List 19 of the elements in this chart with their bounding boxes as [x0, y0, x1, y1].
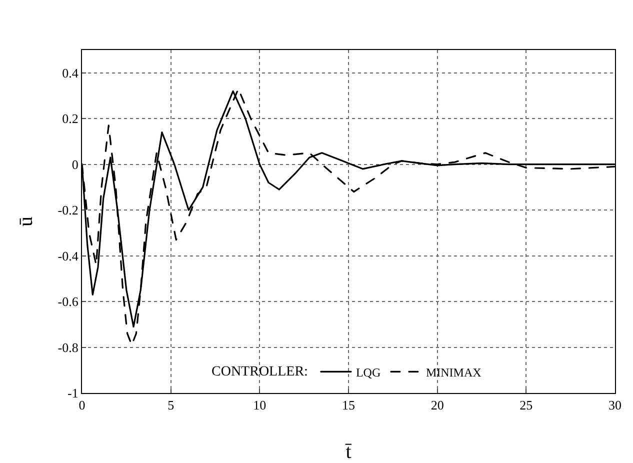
x-tick-label: 5	[168, 398, 174, 413]
y-tick-label: 0	[72, 156, 78, 172]
y-tick-label: -0.8	[58, 340, 78, 355]
y-tick-label: 0.2	[62, 111, 78, 126]
x-tick-label: 25	[520, 398, 533, 413]
y-tick-label: -0.2	[58, 202, 78, 218]
legend-label: MINIMAX	[426, 365, 482, 380]
y-tick-label: -1	[68, 386, 78, 401]
y-tick-label: 0.4	[62, 65, 79, 80]
y-axis-title: ū	[15, 216, 37, 226]
legend-title: CONTROLLER:	[212, 364, 308, 380]
x-tick-label: 30	[608, 398, 622, 413]
x-tick-label: 15	[342, 398, 355, 413]
y-tick-label: -0.6	[58, 294, 79, 310]
legend-label: LQG	[356, 365, 381, 380]
x-tick-label: 10	[253, 398, 266, 413]
x-axis-title: t̄	[344, 441, 352, 463]
x-tick-label: 20	[430, 398, 444, 413]
y-tick-label: -0.4	[58, 248, 79, 264]
